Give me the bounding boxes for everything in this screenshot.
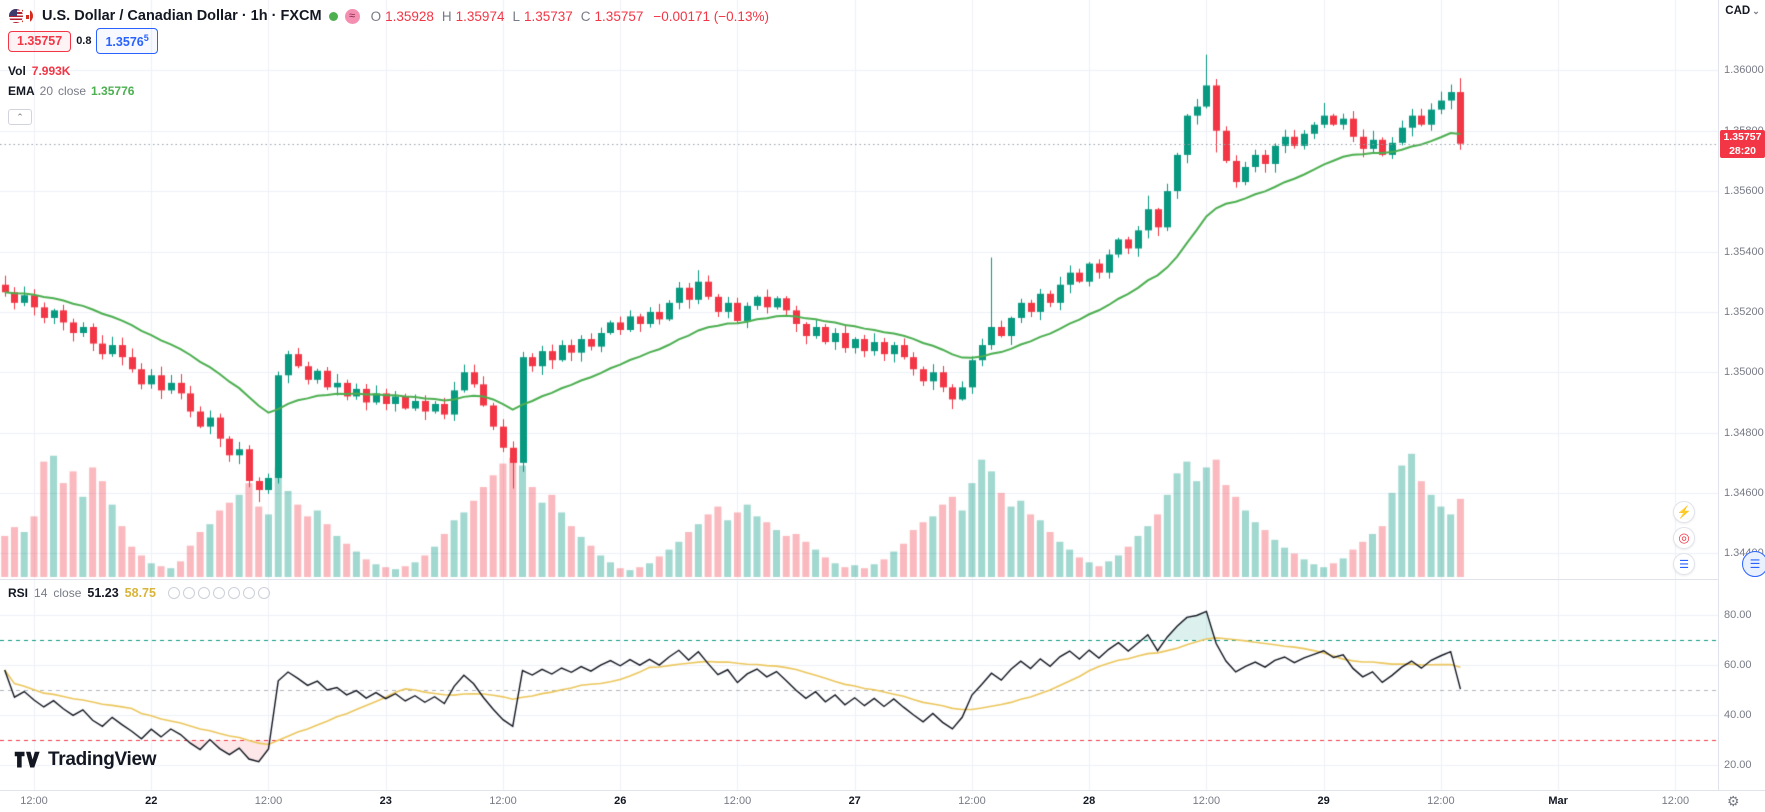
main-legend: U.S. Dollar / Canadian Dollar · 1h · FXC… <box>8 5 773 101</box>
change-readout: −0.00171 (−0.13%) <box>653 8 769 24</box>
price-axis-label: 1.35400 <box>1724 245 1764 258</box>
last-price-value: 1.35757 <box>1723 130 1762 143</box>
bar-countdown: 28:20 <box>1729 144 1756 157</box>
last-price-tag: 1.35757 28:20 <box>1720 129 1765 158</box>
us-flag-icon <box>8 8 24 24</box>
time-axis-label: 12:00 <box>1192 795 1221 807</box>
price-axis-label: 1.34800 <box>1724 426 1764 439</box>
rsi-source: close <box>53 586 82 600</box>
high-value: 1.35974 <box>455 8 505 24</box>
list-icon[interactable]: ☰ <box>1673 553 1695 575</box>
price-axis-label: 1.35600 <box>1724 185 1764 198</box>
close-label: C <box>580 8 591 24</box>
rsi-action-icon[interactable] <box>257 587 270 599</box>
price-axis-label: 1.36000 <box>1724 64 1764 77</box>
rsi-value: 51.23 <box>87 586 119 600</box>
rsi-axis-label: 40.00 <box>1724 709 1752 721</box>
low-label: L <box>512 8 520 24</box>
tradingview-logo-text: TradingView <box>48 749 157 770</box>
time-axis-label: 12:00 <box>958 795 986 807</box>
time-axis-label: 29 <box>1317 795 1330 807</box>
tradingview-logo[interactable]: TradingView <box>14 748 157 772</box>
time-axis-label: 12:00 <box>254 795 283 807</box>
rsi-action-icon[interactable] <box>182 587 195 599</box>
object-tree-icon[interactable]: ☰ <box>1742 551 1765 577</box>
rsi-action-icon[interactable] <box>212 587 225 599</box>
volume-indicator-value: 7.993K <box>31 64 71 78</box>
time-axis-label: 27 <box>848 795 861 807</box>
price-axis-label: 1.35000 <box>1724 366 1764 379</box>
time-axis-label: 22 <box>145 795 158 807</box>
currency-selector[interactable]: CAD ⌄ <box>1725 5 1760 17</box>
price-axis-label: 1.34600 <box>1724 487 1764 500</box>
rsi-legend: RSI 14 close 51.23 58.75 <box>8 586 270 600</box>
market-status-icon[interactable] <box>328 11 338 21</box>
price-axis-label: 1.35200 <box>1724 305 1764 318</box>
ohlc-readout: O 1.35928 H 1.35974 L 1.35737 C 1.35757 … <box>371 9 773 24</box>
ema-period: 20 <box>39 84 54 98</box>
instrument-flags-icon <box>8 8 35 24</box>
target-icon[interactable]: ◎ <box>1673 527 1695 549</box>
rsi-axis-label: 20.00 <box>1724 759 1752 771</box>
main-price-pane-canvas[interactable] <box>0 0 1718 580</box>
chevron-down-icon: ⌄ <box>1752 6 1760 16</box>
close-value: 1.35757 <box>594 8 644 24</box>
symbol-title[interactable]: U.S. Dollar / Canadian Dollar · 1h · FXC… <box>42 8 322 24</box>
rsi-action-icon[interactable] <box>167 587 180 599</box>
quick-action-buttons: ⚡ ◎ ☰ <box>1673 501 1695 575</box>
buy-button[interactable]: 1.35765 <box>96 28 158 54</box>
delayed-data-icon[interactable]: ≈ <box>344 8 360 24</box>
open-label: O <box>370 8 382 24</box>
spread-value: 0.8 <box>76 35 92 47</box>
time-axis-label: 28 <box>1083 795 1096 807</box>
lightning-icon[interactable]: ⚡ <box>1673 501 1695 523</box>
ema-source: close <box>58 84 87 98</box>
time-axis-label: 12:00 <box>1427 795 1455 807</box>
tradingview-logo-mark <box>14 751 40 768</box>
rsi-action-icon[interactable] <box>227 587 240 599</box>
time-axis-label: 26 <box>614 795 627 807</box>
pane-separator[interactable] <box>0 579 1718 580</box>
sell-button[interactable]: 1.35757 <box>8 30 72 52</box>
time-axis-label: 23 <box>379 795 392 807</box>
high-label: H <box>441 8 452 24</box>
rsi-action-icon[interactable] <box>242 587 255 599</box>
rsi-axis-label: 60.00 <box>1724 659 1752 671</box>
time-axis-label: 12:00 <box>1661 795 1690 807</box>
legend-collapse-button[interactable]: ⌃ <box>8 109 32 125</box>
open-value: 1.35928 <box>385 8 434 24</box>
rsi-pane-canvas[interactable] <box>0 580 1718 790</box>
rsi-action-icon[interactable] <box>197 587 210 599</box>
rsi-indicator-label[interactable]: RSI <box>8 586 29 600</box>
rsi-legend-actions <box>167 587 270 599</box>
time-axis[interactable]: 12:00 22 12:00 23 12:00 26 12:00 27 12:00 28 12:00… <box>0 790 1765 812</box>
time-axis-label: 12:00 <box>723 795 752 807</box>
time-axis-label: 12:00 <box>20 795 48 807</box>
time-axis-label: Mar <box>1548 795 1568 807</box>
volume-indicator-label[interactable]: Vol <box>8 64 26 78</box>
gear-icon[interactable]: ⚙ <box>1727 793 1740 809</box>
time-axis-label: 12:00 <box>489 795 517 807</box>
low-value: 1.35737 <box>523 8 573 24</box>
price-axis[interactable]: CAD⌄ 1.360001.358001.356001.354001.35200… <box>1718 0 1765 790</box>
ema-value: 1.35776 <box>91 84 135 98</box>
ema-indicator-label[interactable]: EMA <box>8 84 35 98</box>
rsi-period: 14 <box>34 586 48 600</box>
rsi-axis-label: 80.00 <box>1724 609 1752 621</box>
rsi-ma-value: 58.75 <box>124 586 156 600</box>
